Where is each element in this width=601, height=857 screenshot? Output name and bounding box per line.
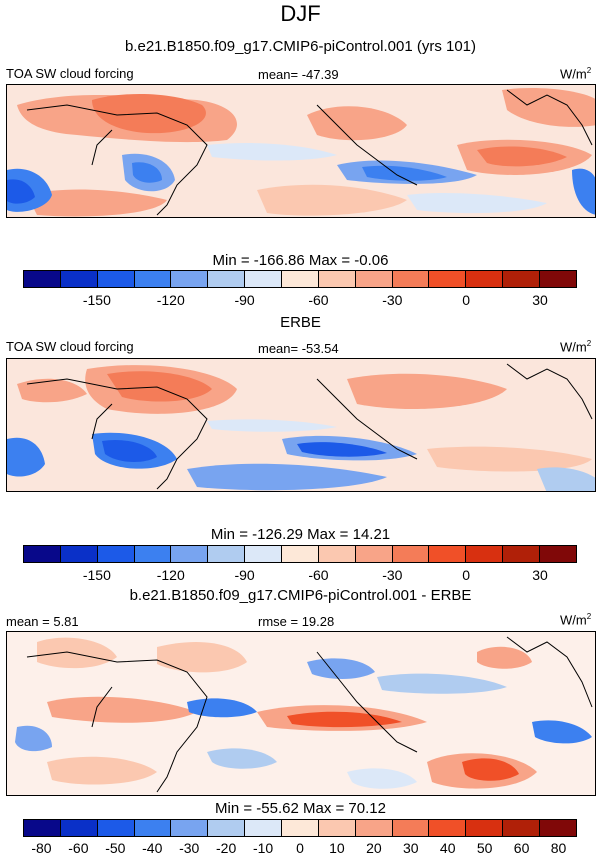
colorbar-tick-label: -150 <box>82 292 111 308</box>
colorbar-swatch <box>208 271 246 287</box>
colorbar-swatch <box>540 271 576 287</box>
colorbar-tick-label: 60 <box>513 840 530 856</box>
colorbar-tick-label: 30 <box>403 840 419 856</box>
colorbar-tick-label: -90 <box>234 292 255 308</box>
colorbar-tick-label: -60 <box>308 292 329 308</box>
colorbar-tick-label: 30 <box>532 292 548 308</box>
colorbar-swatch <box>392 820 430 836</box>
colorbar-swatch <box>466 820 504 836</box>
colorbar-tick-label: 20 <box>366 840 382 856</box>
panel-1-map-field <box>7 85 595 217</box>
colorbar-swatch <box>24 546 61 562</box>
colorbar-swatch <box>208 546 246 562</box>
colorbar-tick-label: -30 <box>179 840 200 856</box>
panel-3-title: b.e21.B1850.f09_g17.CMIP6-piControl.001 … <box>129 587 472 604</box>
colorbar-swatch <box>318 546 356 562</box>
season-title: DJF <box>280 1 321 26</box>
colorbar-swatch <box>282 546 319 562</box>
colorbar-swatch <box>392 271 430 287</box>
colorbar-tick-label: -50 <box>105 840 126 856</box>
panel-2-map <box>6 358 596 492</box>
colorbar-swatch <box>282 271 319 287</box>
colorbar-swatch <box>171 271 209 287</box>
colorbar-swatch <box>429 271 467 287</box>
colorbar-tick-label: -40 <box>142 840 163 856</box>
panel-2-map-field <box>7 359 595 491</box>
colorbar-swatch <box>24 271 61 287</box>
colorbar-swatch <box>97 820 135 836</box>
colorbar-swatch <box>245 820 283 836</box>
colorbar-swatch <box>540 546 576 562</box>
colorbar-swatch <box>134 271 172 287</box>
colorbar-swatch <box>171 820 209 836</box>
panel-3-map <box>6 631 596 796</box>
colorbar-swatch <box>245 546 283 562</box>
colorbar-swatch <box>282 820 319 836</box>
panel-2-colorbar <box>23 545 577 563</box>
colorbar-tick-label: -80 <box>31 840 52 856</box>
colorbar-swatch <box>97 546 135 562</box>
panel-1-title: b.e21.B1850.f09_g17.CMIP6-piControl.001 … <box>124 38 477 55</box>
colorbar-swatch <box>540 820 576 836</box>
colorbar-swatch <box>318 820 356 836</box>
panel-1-map <box>6 84 596 218</box>
colorbar-swatch <box>97 271 135 287</box>
panel-3-mean-label: mean = 5.81 <box>6 614 79 629</box>
panel-3-colorbar <box>23 819 577 837</box>
colorbar-swatch <box>245 271 283 287</box>
colorbar-swatch <box>60 546 98 562</box>
colorbar-tick-label: -150 <box>82 567 111 583</box>
colorbar-swatch <box>60 271 98 287</box>
colorbar-swatch <box>503 546 541 562</box>
colorbar-swatch <box>24 820 61 836</box>
panel-1-variable-label: TOA SW cloud forcing <box>6 66 134 81</box>
colorbar-swatch <box>355 546 393 562</box>
panel-1-colorbar <box>23 270 577 288</box>
panel-2-title: ERBE <box>280 314 321 331</box>
colorbar-swatch <box>355 820 393 836</box>
colorbar-swatch <box>60 820 98 836</box>
panel-3-rmse-label: rmse = 19.28 <box>258 614 335 629</box>
colorbar-swatch <box>429 546 467 562</box>
colorbar-swatch <box>355 271 393 287</box>
colorbar-tick-label: -120 <box>156 567 185 583</box>
colorbar-swatch <box>171 546 209 562</box>
panel-1-units: W/m2 <box>560 66 592 82</box>
panel-2-variable-label: TOA SW cloud forcing <box>6 339 134 354</box>
colorbar-tick-label: -60 <box>68 840 89 856</box>
colorbar-swatch <box>134 546 172 562</box>
colorbar-swatch <box>134 820 172 836</box>
colorbar-swatch <box>429 820 467 836</box>
panel-2-units: W/m2 <box>560 339 592 355</box>
colorbar-tick-label: -120 <box>156 292 185 308</box>
colorbar-tick-label: 0 <box>462 567 471 583</box>
colorbar-swatch <box>392 546 430 562</box>
colorbar-swatch <box>466 271 504 287</box>
colorbar-swatch <box>503 820 541 836</box>
colorbar-tick-label: -10 <box>252 840 274 856</box>
colorbar-swatch <box>208 820 246 836</box>
panel-3-minmax: Min = -55.62 Max = 70.12 <box>215 800 386 817</box>
colorbar-swatch <box>466 546 504 562</box>
colorbar-swatch <box>503 271 541 287</box>
colorbar-tick-label: 0 <box>296 840 304 856</box>
colorbar-tick-label: 0 <box>462 292 471 308</box>
colorbar-tick-label: -30 <box>382 567 403 583</box>
panel-1-mean-label: mean= -47.39 <box>258 67 339 82</box>
panel-3-units: W/m2 <box>560 612 592 628</box>
panel-2-mean-label: mean= -53.54 <box>258 341 339 356</box>
panel-1-minmax: Min = -166.86 Max = -0.06 <box>212 252 389 269</box>
colorbar-tick-label: 80 <box>550 840 567 856</box>
colorbar-tick-label: 30 <box>532 567 548 583</box>
panel-2-minmax: Min = -126.29 Max = 14.21 <box>210 526 391 543</box>
colorbar-tick-label: 40 <box>439 840 456 856</box>
colorbar-tick-label: -60 <box>308 567 329 583</box>
colorbar-tick-label: 10 <box>329 840 345 856</box>
colorbar-tick-label: 50 <box>476 840 493 856</box>
panel-3-map-field <box>7 632 595 795</box>
colorbar-swatch <box>318 271 356 287</box>
colorbar-tick-label: -30 <box>382 292 403 308</box>
colorbar-tick-label: -20 <box>216 840 237 856</box>
colorbar-tick-label: -90 <box>234 567 255 583</box>
